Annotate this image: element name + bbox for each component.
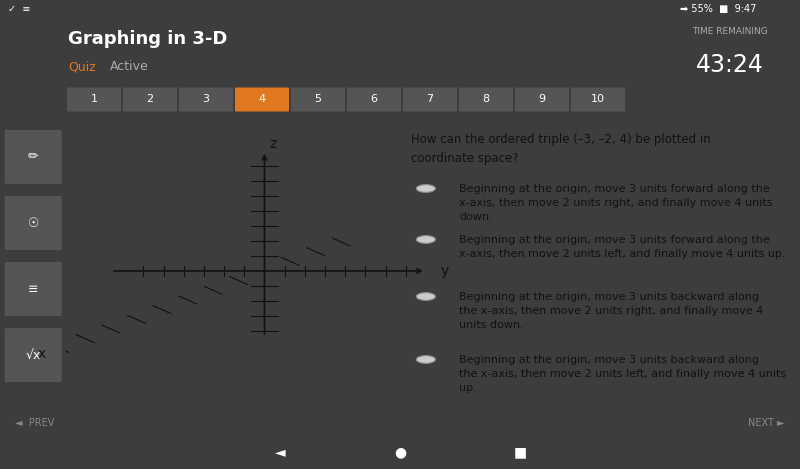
Text: TIME REMAINING: TIME REMAINING (692, 28, 768, 37)
Text: NEXT ►: NEXT ► (749, 418, 785, 428)
Text: ●: ● (394, 445, 406, 459)
FancyBboxPatch shape (459, 88, 513, 112)
Text: Active: Active (110, 61, 149, 74)
FancyBboxPatch shape (515, 88, 569, 112)
FancyBboxPatch shape (5, 328, 62, 382)
FancyBboxPatch shape (235, 88, 289, 112)
Text: 4: 4 (258, 94, 266, 105)
FancyBboxPatch shape (291, 88, 345, 112)
FancyBboxPatch shape (571, 88, 625, 112)
Text: √x: √x (26, 348, 41, 362)
Text: ≡: ≡ (28, 282, 38, 295)
FancyBboxPatch shape (5, 130, 62, 184)
FancyBboxPatch shape (179, 88, 233, 112)
Text: 10: 10 (591, 94, 605, 105)
Text: Beginning at the origin, move 3 units backward along
the x-axis, then move 2 uni: Beginning at the origin, move 3 units ba… (459, 355, 786, 393)
Text: 1: 1 (90, 94, 98, 105)
FancyBboxPatch shape (5, 196, 62, 250)
Text: Quiz: Quiz (68, 61, 96, 74)
FancyBboxPatch shape (67, 88, 121, 112)
Text: 2: 2 (146, 94, 154, 105)
Text: 5: 5 (314, 94, 322, 105)
Text: 8: 8 (482, 94, 490, 105)
Text: x: x (37, 348, 46, 361)
Text: ☉: ☉ (27, 217, 39, 229)
Circle shape (416, 356, 435, 363)
Text: Graphing in 3-D: Graphing in 3-D (68, 30, 227, 48)
Text: ➡ 55%  ■  9:47: ➡ 55% ■ 9:47 (680, 4, 756, 14)
Text: 6: 6 (370, 94, 378, 105)
FancyBboxPatch shape (347, 88, 401, 112)
FancyBboxPatch shape (5, 262, 62, 316)
Text: ◄: ◄ (274, 445, 286, 459)
Text: Beginning at the origin, move 3 units forward along the
x-axis, then move 2 unit: Beginning at the origin, move 3 units fo… (459, 235, 786, 259)
Text: Beginning at the origin, move 3 units forward along the
x-axis, then move 2 unit: Beginning at the origin, move 3 units fo… (459, 184, 772, 222)
Text: ✓  ≡: ✓ ≡ (8, 4, 30, 14)
Text: ◄  PREV: ◄ PREV (15, 418, 54, 428)
FancyBboxPatch shape (123, 88, 177, 112)
Text: ■: ■ (514, 445, 526, 459)
Circle shape (416, 185, 435, 192)
Text: 9: 9 (538, 94, 546, 105)
FancyBboxPatch shape (403, 88, 457, 112)
Text: ✏: ✏ (28, 151, 38, 164)
Text: 7: 7 (426, 94, 434, 105)
Circle shape (416, 235, 435, 243)
Text: z: z (270, 136, 277, 151)
Circle shape (416, 293, 435, 301)
Text: 43:24: 43:24 (696, 53, 764, 77)
Text: Beginning at the origin, move 3 units backward along
the x-axis, then move 2 uni: Beginning at the origin, move 3 units ba… (459, 292, 763, 330)
Text: How can the ordered triple (–3, –2, 4) be plotted in
coordinate space?: How can the ordered triple (–3, –2, 4) b… (411, 133, 711, 165)
Text: y: y (440, 264, 448, 278)
Text: 3: 3 (202, 94, 210, 105)
